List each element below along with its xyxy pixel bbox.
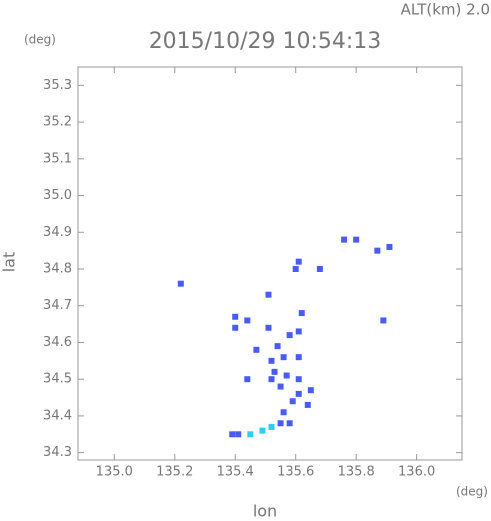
x-tick-label: 135.2: [156, 465, 193, 480]
echo-cell: [244, 317, 251, 324]
echo-cell: [295, 354, 302, 361]
echo-cell: [380, 317, 387, 324]
x-tick-label: 135.4: [217, 465, 254, 480]
echo-cell: [265, 291, 272, 298]
echo-cell: [280, 409, 287, 416]
echo-cell: [286, 332, 293, 339]
x-tick-label: 135.8: [338, 465, 375, 480]
echo-cell: [286, 420, 293, 427]
echo-cell: [292, 266, 299, 273]
echo-cell: [295, 258, 302, 265]
echo-cell: [298, 310, 305, 317]
echo-cell: [295, 390, 302, 397]
echo-cell: [268, 376, 275, 383]
echo-cell: [295, 328, 302, 335]
x-tick-label: 136.0: [398, 465, 435, 480]
y-unit: (deg): [24, 33, 56, 47]
y-tick-label: 34.3: [43, 445, 72, 460]
x-unit: (deg): [456, 485, 488, 499]
echo-cell: [271, 368, 278, 375]
echo-cell: [265, 324, 272, 331]
x-tick-label: 135.6: [277, 465, 314, 480]
echo-cell: [289, 398, 296, 405]
echo-cell: [247, 431, 254, 438]
y-tick-label: 35.3: [43, 78, 72, 93]
echo-cell: [177, 280, 184, 287]
echo-cell: [235, 431, 242, 438]
echo-cell: [274, 343, 281, 350]
echo-cell: [283, 372, 290, 379]
echo-cell: [232, 313, 239, 320]
y-axis-label: lat: [0, 252, 19, 273]
y-tick-label: 34.9: [43, 225, 72, 240]
x-tick-label: 135.0: [96, 465, 133, 480]
echo-cell: [316, 266, 323, 273]
echo-cell: [386, 243, 393, 250]
echo-cell: [307, 387, 314, 394]
echo-cell: [374, 247, 381, 254]
y-tick-label: 35.1: [43, 151, 72, 166]
echo-cell: [268, 423, 275, 430]
y-tick-label: 34.7: [43, 298, 72, 313]
echo-cell: [268, 357, 275, 364]
echo-cell: [353, 236, 360, 243]
y-tick-label: 35.0: [43, 188, 72, 203]
echo-cell: [277, 420, 284, 427]
y-tick-label: 34.4: [43, 408, 72, 423]
echo-cell: [232, 324, 239, 331]
altitude-label: ALT(km) 2.0: [401, 1, 490, 19]
y-tick-label: 34.6: [43, 335, 72, 350]
y-tick-label: 34.8: [43, 262, 72, 277]
y-tick-label: 35.2: [43, 115, 72, 130]
x-axis-label: lon: [253, 502, 277, 521]
echo-cell: [253, 346, 260, 353]
plot-frame: [77, 66, 463, 461]
echo-cell: [277, 383, 284, 390]
echo-cell: [280, 354, 287, 361]
echo-cell: [295, 376, 302, 383]
echo-cell: [259, 427, 266, 434]
echo-cell: [244, 376, 251, 383]
y-tick-label: 34.5: [43, 372, 72, 387]
echo-cell: [341, 236, 348, 243]
echo-cell: [229, 431, 236, 438]
echo-cell: [304, 401, 311, 408]
chart-title: 2015/10/29 10:54:13: [149, 29, 382, 54]
